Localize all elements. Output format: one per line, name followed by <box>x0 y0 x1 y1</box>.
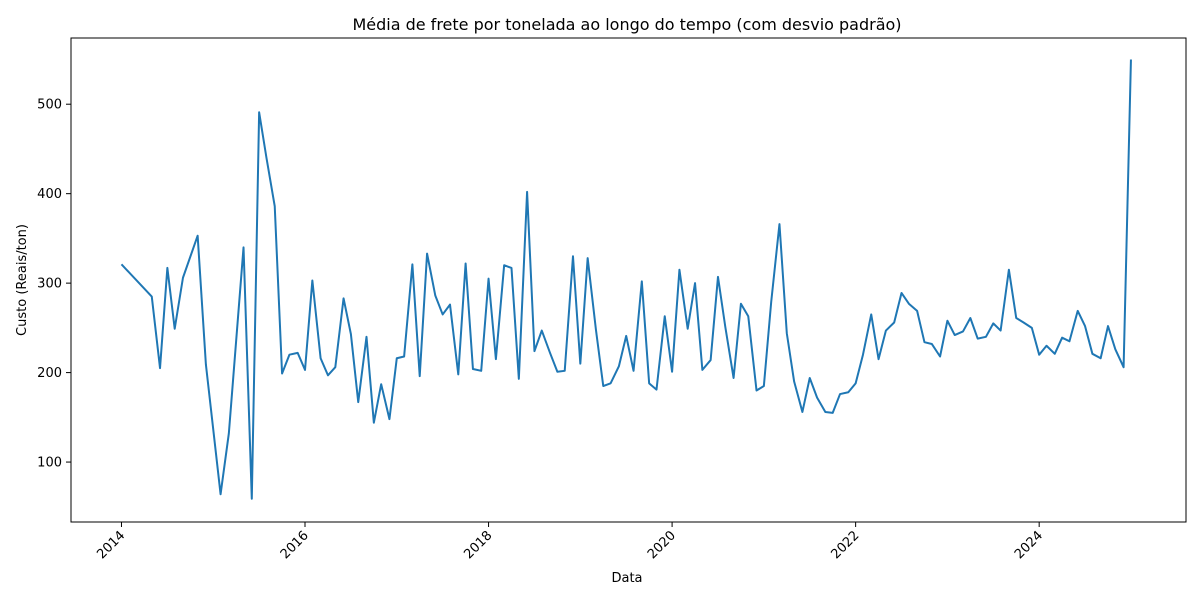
plot-area <box>70 37 1187 523</box>
y-axis-label: Custo (Reais/ton) <box>15 224 30 336</box>
y-tick-label: 400 <box>37 187 62 202</box>
x-tick-label: 2018 <box>461 528 495 562</box>
x-tick-label: 2016 <box>278 528 312 562</box>
x-tick-label: 2014 <box>94 528 128 562</box>
x-tick-label: 2022 <box>828 528 862 562</box>
x-axis: 2014 2016 2018 2020 2022 2024 <box>94 522 1046 562</box>
x-axis-label: Data <box>611 571 642 586</box>
y-tick-label: 200 <box>37 366 62 381</box>
series-line-0 <box>120 59 1132 500</box>
y-tick-label: 300 <box>37 277 62 292</box>
y-axis: 100 200 300 400 500 <box>37 98 71 471</box>
x-tick-label: 2020 <box>645 528 679 562</box>
y-tick-label: 500 <box>37 98 62 113</box>
axes-frame <box>70 37 1187 523</box>
chart-title: Média de frete por tonelada ao longo do … <box>352 15 901 34</box>
x-tick-label: 2024 <box>1012 528 1046 562</box>
y-tick-label: 100 <box>37 456 62 471</box>
